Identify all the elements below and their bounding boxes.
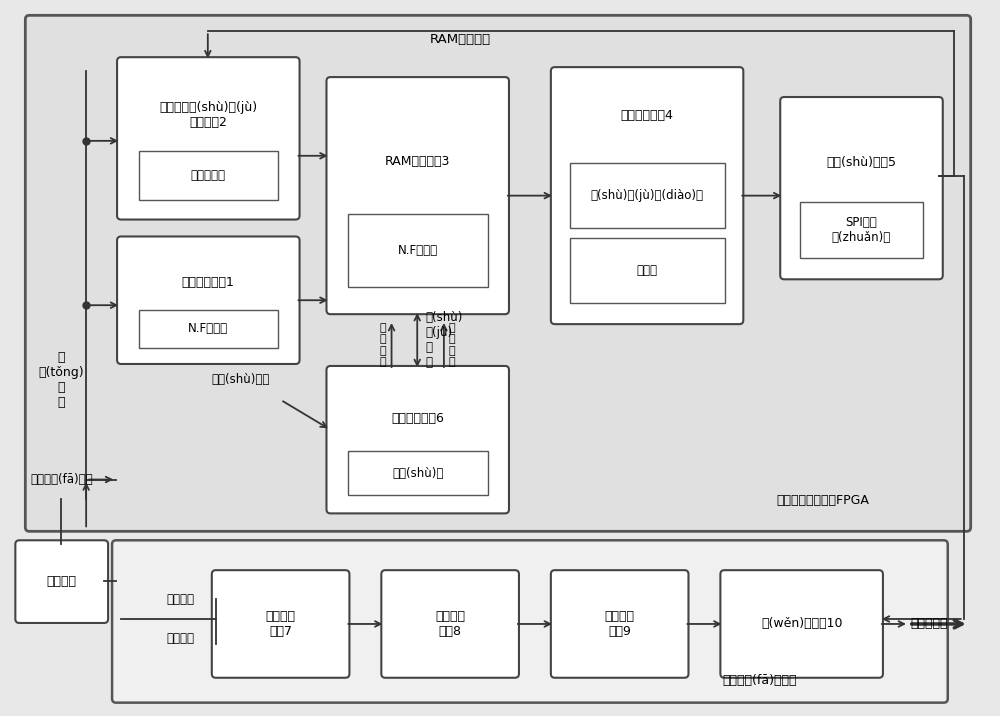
Text: 中斷處理單元6: 中斷處理單元6 bbox=[391, 412, 444, 425]
Text: 集成鎖相
電路7: 集成鎖相 電路7 bbox=[266, 610, 296, 638]
FancyBboxPatch shape bbox=[780, 97, 943, 279]
Text: 主控制器: 主控制器 bbox=[47, 575, 77, 588]
FancyBboxPatch shape bbox=[800, 202, 923, 258]
FancyBboxPatch shape bbox=[570, 163, 725, 228]
Text: 可編程邏輯控制器FPGA: 可編程邏輯控制器FPGA bbox=[776, 495, 869, 508]
Text: 模擬源發(fā)生電路: 模擬源發(fā)生電路 bbox=[722, 674, 797, 687]
Text: 參考輸入: 參考輸入 bbox=[166, 632, 194, 645]
FancyBboxPatch shape bbox=[25, 15, 971, 531]
Text: 地址譯碼數(shù)據(jù)
緩存單元2: 地址譯碼數(shù)據(jù) 緩存單元2 bbox=[159, 101, 257, 129]
Text: 計數(shù)脈沖: 計數(shù)脈沖 bbox=[212, 374, 270, 387]
Text: 中
斷
信
號: 中 斷 信 號 bbox=[380, 323, 387, 367]
Text: 系
統(tǒng)
總
線: 系 統(tǒng) 總 線 bbox=[38, 351, 84, 409]
FancyBboxPatch shape bbox=[551, 570, 688, 678]
FancyBboxPatch shape bbox=[139, 150, 278, 200]
Text: 邏輯控制單元4: 邏輯控制單元4 bbox=[621, 110, 674, 122]
Text: RAM存儲單元3: RAM存儲單元3 bbox=[385, 155, 450, 168]
Text: N.F自存儲: N.F自存儲 bbox=[398, 244, 438, 257]
FancyBboxPatch shape bbox=[570, 238, 725, 303]
FancyBboxPatch shape bbox=[348, 214, 488, 287]
Text: 計數(shù)器: 計數(shù)器 bbox=[392, 467, 443, 480]
Text: 同步觸發(fā)脈沖: 同步觸發(fā)脈沖 bbox=[30, 473, 93, 486]
Text: SPI格式
轉(zhuǎn)換: SPI格式 轉(zhuǎn)換 bbox=[832, 216, 891, 244]
Text: 移位寄存器: 移位寄存器 bbox=[191, 169, 226, 182]
Text: 邏輯運算單元1: 邏輯運算單元1 bbox=[182, 276, 235, 289]
FancyBboxPatch shape bbox=[326, 77, 509, 314]
FancyBboxPatch shape bbox=[381, 570, 519, 678]
FancyBboxPatch shape bbox=[212, 570, 349, 678]
Text: 數(shù)據(jù)調(diào)用: 數(shù)據(jù)調(diào)用 bbox=[591, 189, 704, 202]
FancyBboxPatch shape bbox=[15, 541, 108, 623]
Text: 累
加
時
鐘: 累 加 時 鐘 bbox=[449, 323, 456, 367]
FancyBboxPatch shape bbox=[348, 451, 488, 495]
Text: N.F自運算: N.F自運算 bbox=[188, 322, 228, 335]
FancyBboxPatch shape bbox=[117, 236, 300, 364]
FancyBboxPatch shape bbox=[326, 366, 509, 513]
Text: RAM地址累加: RAM地址累加 bbox=[430, 33, 491, 46]
FancyBboxPatch shape bbox=[112, 541, 948, 702]
Text: 數(shù)
據(jù)
裝
載: 數(shù) 據(jù) 裝 載 bbox=[425, 311, 463, 369]
Text: 分段濾波
電路8: 分段濾波 電路8 bbox=[435, 610, 465, 638]
Text: 控制命令: 控制命令 bbox=[166, 593, 194, 606]
Text: 送數(shù)單元5: 送數(shù)單元5 bbox=[826, 155, 896, 168]
FancyBboxPatch shape bbox=[117, 57, 300, 220]
FancyBboxPatch shape bbox=[139, 310, 278, 348]
FancyBboxPatch shape bbox=[720, 570, 883, 678]
FancyBboxPatch shape bbox=[551, 67, 743, 324]
Text: 掃頻源輸出: 掃頻源輸出 bbox=[911, 617, 948, 631]
Text: 累加器: 累加器 bbox=[637, 263, 658, 277]
Text: 穩(wěn)幅電路10: 穩(wěn)幅電路10 bbox=[761, 617, 842, 631]
Text: 功率放大
電路9: 功率放大 電路9 bbox=[605, 610, 635, 638]
